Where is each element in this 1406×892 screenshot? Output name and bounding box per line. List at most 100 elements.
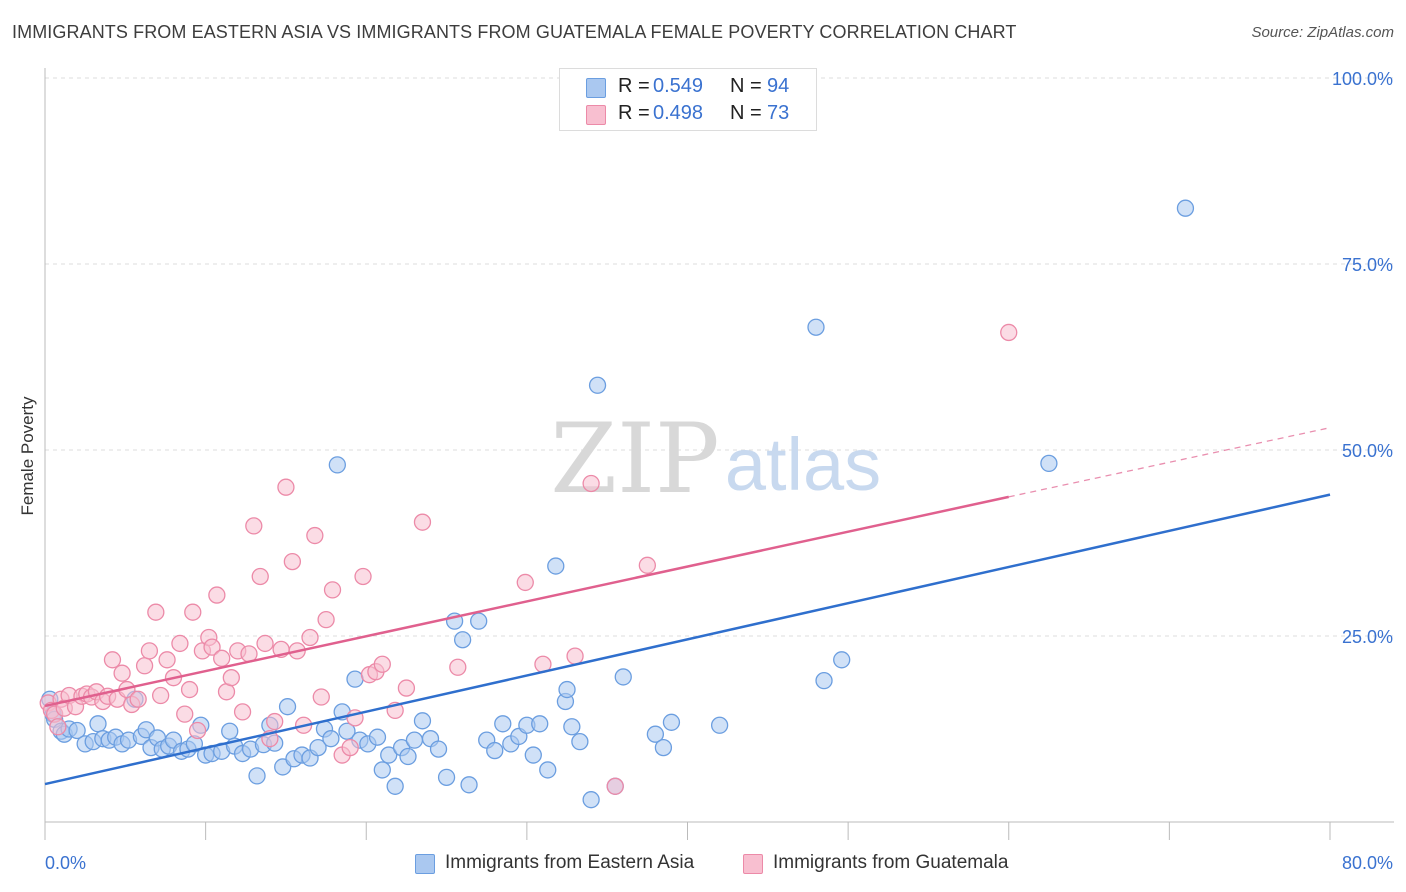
guatemala-point xyxy=(188,721,207,740)
eastern-asia-point xyxy=(494,715,512,733)
eastern-asia-point xyxy=(524,746,542,764)
legend-swatch-eastern-asia xyxy=(586,78,606,98)
guatemala-point xyxy=(147,603,165,621)
eastern-asia-point xyxy=(563,718,581,736)
legend-n-value: 73 xyxy=(767,102,790,124)
guatemala-point xyxy=(638,556,656,574)
guatemala-point xyxy=(203,638,221,656)
guatemala-point xyxy=(129,690,147,708)
guatemala-point xyxy=(413,513,432,531)
series-legend-label: Immigrants from Guatemala xyxy=(773,852,1009,873)
legend-n-value: 94 xyxy=(767,75,790,97)
eastern-asia-point xyxy=(399,747,417,766)
series-legend: Immigrants from Eastern Asia Immigrants … xyxy=(0,852,1406,878)
eastern-asia-point xyxy=(815,671,833,690)
y-tick-label: 25.0% xyxy=(1342,627,1393,647)
eastern-asia-point xyxy=(221,722,239,740)
guatemala-point xyxy=(49,718,67,736)
eastern-asia-point xyxy=(646,725,665,743)
guatemala-point xyxy=(306,526,324,545)
guatemala-point xyxy=(151,686,170,705)
series-swatch-eastern-asia xyxy=(415,854,435,874)
eastern-asia-point xyxy=(429,740,448,758)
legend-swatch-guatemala xyxy=(586,105,606,125)
guatemala-point xyxy=(180,680,199,699)
guatemala-point xyxy=(135,657,154,675)
eastern-asia-point xyxy=(248,767,266,785)
eastern-asia-point xyxy=(1176,199,1195,217)
guatemala-point xyxy=(582,474,600,493)
guatemala-point xyxy=(103,651,122,669)
eastern-asia-point xyxy=(380,746,398,764)
eastern-asia-point xyxy=(373,761,391,779)
grid xyxy=(45,77,1394,637)
eastern-asia-point xyxy=(278,698,297,716)
eastern-asia-point xyxy=(328,456,346,474)
eastern-asia-point xyxy=(558,680,576,699)
data-points xyxy=(39,199,1195,809)
guatemala-point xyxy=(516,573,534,592)
guatemala-point xyxy=(140,642,159,660)
eastern-asia-point xyxy=(413,712,432,730)
legend-r-label: R = xyxy=(618,75,650,97)
watermark-zip: ZIP xyxy=(550,403,719,515)
guatemala-point xyxy=(266,712,284,731)
legend-r-label: R = xyxy=(618,102,650,124)
eastern-asia-point xyxy=(539,761,557,779)
eastern-asia-point xyxy=(338,722,356,740)
guatemala-point xyxy=(233,703,252,721)
eastern-asia-point xyxy=(614,668,632,686)
guatemala-point xyxy=(283,552,302,571)
eastern-asia-point xyxy=(405,731,424,749)
series-swatch-guatemala xyxy=(743,854,763,874)
x-tick-label-max: 80.0% xyxy=(1342,853,1393,873)
guatemala-point xyxy=(312,688,330,706)
eastern-asia-point xyxy=(547,557,565,575)
guatemala-point xyxy=(1000,323,1018,342)
guatemala-point xyxy=(277,478,295,496)
eastern-asia-point xyxy=(486,741,504,760)
guatemala-point xyxy=(171,634,189,653)
guatemala-trend-line xyxy=(44,495,1010,708)
guatemala-point xyxy=(222,669,240,687)
eastern-asia-point xyxy=(710,716,729,734)
eastern-asia-point xyxy=(588,376,607,394)
guatemala-point xyxy=(341,738,359,757)
guatemala-point xyxy=(606,777,624,795)
y-axis-label: Female Poverty xyxy=(18,396,37,516)
eastern-asia-point xyxy=(833,651,851,669)
watermark: ZIP atlas xyxy=(550,403,881,515)
eastern-asia-point xyxy=(89,715,107,733)
eastern-asia-trend-line xyxy=(44,493,1331,786)
guatemala-point xyxy=(301,628,319,647)
guatemala-point xyxy=(256,634,274,653)
correlation-legend: R = 0.549 N = 94 R = 0.498 N = 73 xyxy=(559,68,817,131)
eastern-asia-point xyxy=(309,738,327,757)
tick-labels: 25.0% 50.0% 75.0% 100.0% 0.0% 80.0% xyxy=(45,69,1393,873)
legend-n-label: N = xyxy=(730,75,762,97)
guatemala-point xyxy=(158,651,176,669)
eastern-asia-point xyxy=(460,776,478,794)
eastern-asia-point xyxy=(807,318,825,336)
trend-lines xyxy=(44,427,1331,786)
guatemala-point xyxy=(323,581,342,599)
series-legend-label: Immigrants from Eastern Asia xyxy=(445,852,695,873)
guatemala-point xyxy=(184,603,202,621)
eastern-asia-point xyxy=(368,728,387,746)
eastern-asia-point xyxy=(571,732,589,751)
legend-r-value: 0.498 xyxy=(653,102,704,124)
chart-title: IMMIGRANTS FROM EASTERN ASIA VS IMMIGRAN… xyxy=(12,22,1017,42)
guatemala-point xyxy=(208,586,226,604)
guatemala-point xyxy=(213,649,231,667)
guatemala-point xyxy=(397,679,416,697)
eastern-asia-point xyxy=(437,768,456,787)
guatemala-point xyxy=(176,705,194,723)
guatemala-point xyxy=(354,567,372,586)
eastern-asia-point xyxy=(662,713,681,731)
y-tick-label: 100.0% xyxy=(1332,69,1393,89)
eastern-asia-point xyxy=(470,612,488,630)
eastern-asia-point xyxy=(453,631,472,649)
guatemala-point xyxy=(113,664,131,682)
source-credit: Source: ZipAtlas.com xyxy=(1251,24,1394,41)
